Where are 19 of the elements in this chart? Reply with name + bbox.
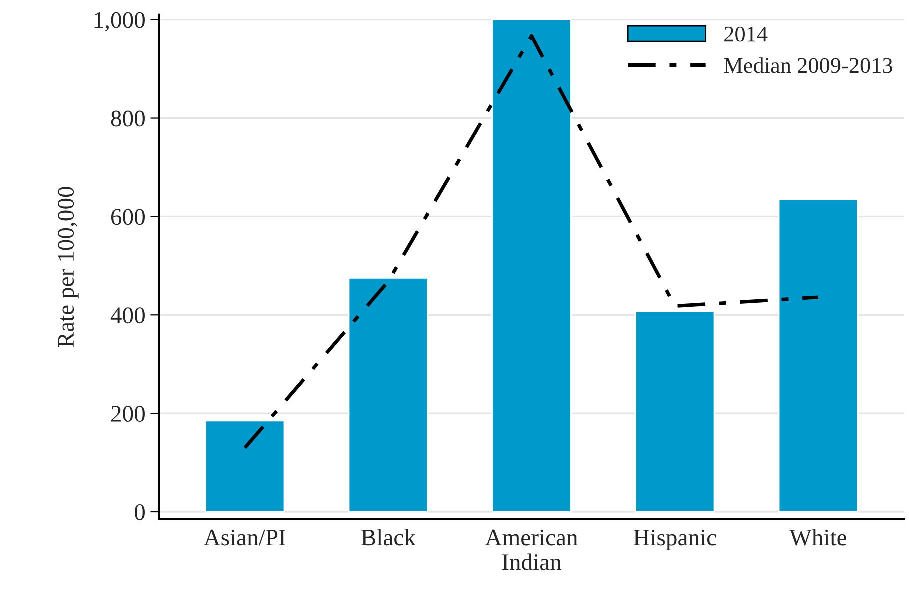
legend-label: 2014 — [724, 26, 768, 42]
x-tick-label: Hispanic — [634, 530, 716, 551]
x-tick-label: White — [790, 529, 846, 546]
x-tick-label: Asian/PI — [204, 530, 286, 546]
y-tick-label: 1,000 — [94, 12, 145, 32]
bar — [634, 311, 716, 513]
x-tick-label: Black — [362, 529, 416, 546]
y-axis-title: Rate per 100,000 — [58, 187, 79, 348]
legend-label: Median 2009-2013 — [724, 58, 892, 74]
bar — [778, 198, 859, 513]
y-tick-label: 600 — [111, 209, 145, 226]
y-tick-label: 200 — [112, 406, 145, 422]
y-tick-label: 800 — [111, 110, 145, 127]
y-tick-label: 400 — [110, 308, 145, 324]
y-tick-label: 0 — [134, 504, 145, 520]
bar — [492, 19, 572, 513]
bar — [348, 278, 429, 513]
x-tick-label: American Indian — [485, 530, 578, 570]
bar — [204, 420, 286, 513]
